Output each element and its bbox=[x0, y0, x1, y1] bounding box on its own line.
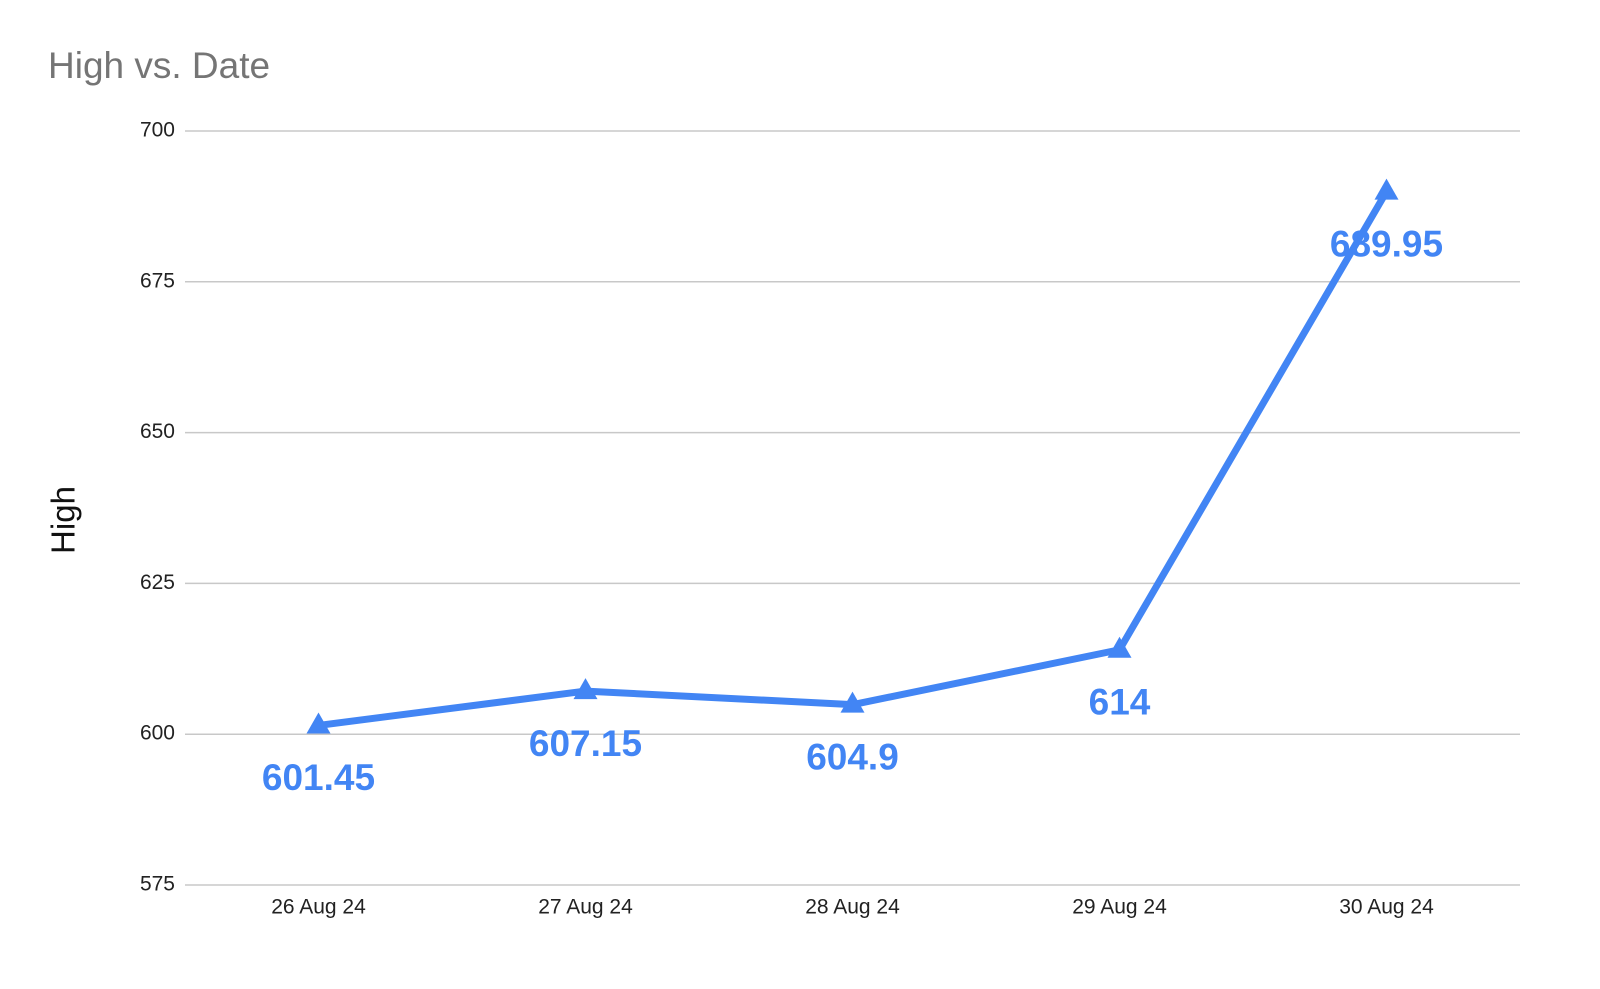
y-tick-label: 700 bbox=[140, 119, 175, 142]
marker bbox=[840, 691, 865, 713]
data-label: 604.9 bbox=[806, 736, 899, 777]
marker bbox=[1374, 178, 1399, 200]
x-tick-label: 30 Aug 24 bbox=[1339, 896, 1434, 919]
data-label: 689.95 bbox=[1330, 223, 1443, 264]
marker bbox=[1107, 636, 1132, 658]
y-tick-label: 625 bbox=[140, 571, 175, 594]
y-tick-label: 650 bbox=[140, 420, 175, 443]
x-tick-label: 26 Aug 24 bbox=[271, 896, 366, 919]
x-tick-label: 29 Aug 24 bbox=[1072, 896, 1167, 919]
data-label: 607.15 bbox=[529, 723, 642, 764]
y-tick-label: 575 bbox=[140, 873, 175, 896]
data-label: 601.45 bbox=[262, 757, 375, 798]
line bbox=[318, 189, 1390, 729]
x-tick-label: 27 Aug 24 bbox=[538, 896, 633, 919]
y-axis-label: High bbox=[45, 486, 82, 554]
marker bbox=[573, 678, 598, 700]
y-tick-label: 600 bbox=[140, 722, 175, 745]
data-label: 614 bbox=[1089, 682, 1151, 723]
y-tick-label: 675 bbox=[140, 269, 175, 292]
chart-title: High vs. Date bbox=[48, 45, 270, 86]
x-tick-label: 28 Aug 24 bbox=[805, 896, 900, 919]
marker bbox=[306, 712, 331, 734]
